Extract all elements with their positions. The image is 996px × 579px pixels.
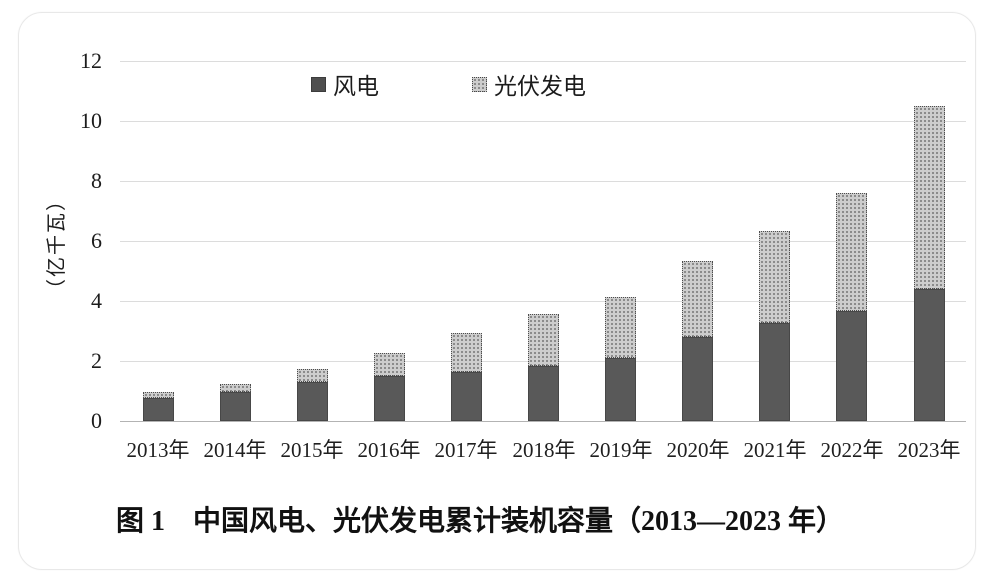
y-tick-label-0: 0 [91, 408, 102, 433]
gridline-10 [120, 121, 966, 122]
y-tick-label-2: 2 [91, 348, 102, 373]
x-tick-label-2021年: 2021年 [743, 438, 807, 462]
solar-swatch-icon [472, 76, 487, 92]
bar-solar-2017年 [451, 333, 482, 372]
bar-solar-2020年 [682, 261, 713, 337]
figure-caption: 图 1 中国风电、光伏发电累计装机容量（2013—2023 年） [115, 506, 844, 537]
bar-wind-2021年 [759, 323, 790, 421]
legend-item-solar: 光伏发电 [472, 67, 586, 101]
x-tick-label-2014年: 2014年 [203, 438, 267, 462]
x-tick-label-2019年: 2019年 [589, 438, 653, 462]
bar-wind-2013年 [143, 398, 174, 421]
x-tick-label-2017年: 2017年 [434, 438, 498, 462]
bar-solar-2019年 [605, 297, 636, 358]
bar-solar-2015年 [297, 369, 328, 382]
gridline-6 [120, 241, 966, 242]
x-tick-label-2020年: 2020年 [666, 438, 730, 462]
bar-wind-2014年 [220, 392, 251, 421]
legend-item-wind: 风电 [311, 67, 379, 101]
bar-solar-2022年 [836, 193, 867, 311]
x-tick-label-2016年: 2016年 [357, 438, 421, 462]
bar-solar-2023年 [914, 106, 945, 289]
bar-solar-2021年 [759, 231, 790, 323]
x-tick-label-2013年: 2013年 [126, 438, 190, 462]
x-tick-label-2015年: 2015年 [280, 438, 344, 462]
gridline-8 [120, 181, 966, 182]
bar-solar-2014年 [220, 384, 251, 392]
bar-solar-2013年 [143, 392, 174, 398]
y-tick-label-8: 8 [91, 168, 102, 193]
bar-solar-2016年 [374, 353, 405, 376]
legend-label-solar: 光伏发电 [494, 74, 586, 99]
y-tick-label-10: 10 [80, 108, 102, 133]
y-tick-label-4: 4 [91, 288, 102, 313]
gridline-4 [120, 301, 966, 302]
wind-swatch-icon [311, 76, 326, 92]
y-tick-label-6: 6 [91, 228, 102, 253]
bar-wind-2020年 [682, 337, 713, 421]
y-tick-label-12: 12 [80, 48, 102, 73]
gridline-0 [120, 421, 966, 422]
bar-wind-2019年 [605, 358, 636, 421]
bar-solar-2018年 [528, 314, 559, 366]
bar-wind-2023年 [914, 289, 945, 421]
bar-wind-2016年 [374, 376, 405, 421]
bar-wind-2015年 [297, 382, 328, 421]
chart-card [18, 12, 976, 570]
bar-wind-2022年 [836, 311, 867, 421]
bar-wind-2017年 [451, 372, 482, 421]
x-tick-label-2023年: 2023年 [897, 438, 961, 462]
legend-label-wind: 风电 [333, 74, 379, 99]
x-tick-label-2022年: 2022年 [820, 438, 884, 462]
x-tick-label-2018年: 2018年 [512, 438, 576, 462]
y-axis-title: （亿千瓦） [46, 189, 68, 299]
bar-wind-2018年 [528, 366, 559, 421]
gridline-12 [120, 61, 966, 62]
